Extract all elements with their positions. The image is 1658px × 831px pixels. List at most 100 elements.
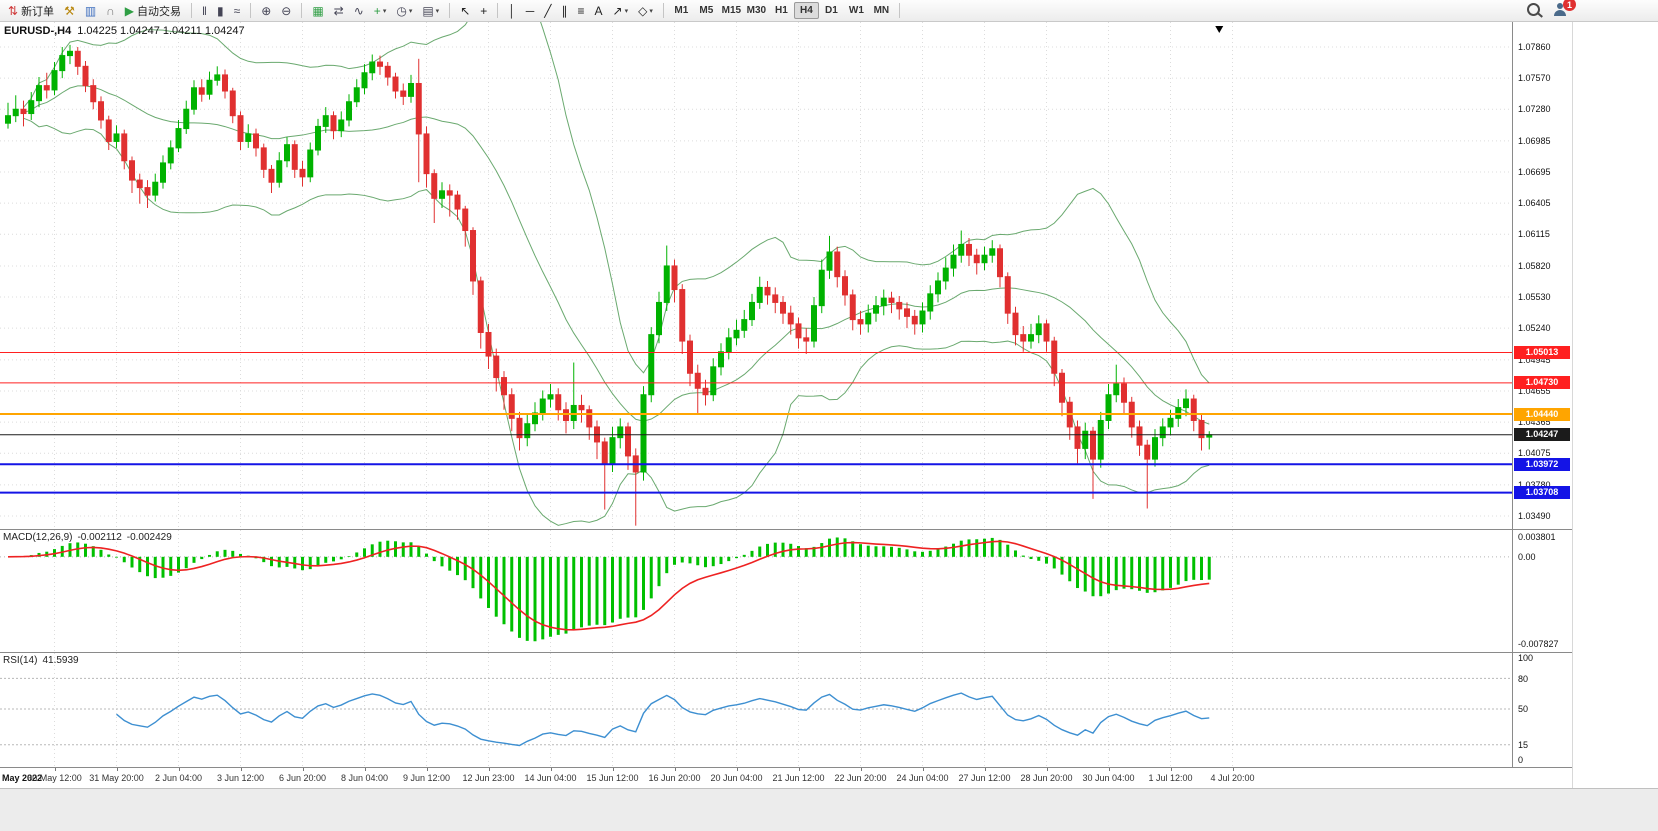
- main-toolbar: 1 ⇅ 新订单 ⚒ ▥ ∩ ▶ 自动交易 ‖ ▮ ≈ ⊕ ⊖ ▦ ⇄ ∿ + ▾ ◷ ▾ ▤ ▾ ↖ + │ ─ ╱ ∥ ≡ A ↗ ▾ ◇ ▾…: [0, 0, 1658, 22]
- vertical-line-icon: │: [508, 3, 516, 18]
- arrows-tool-icon[interactable]: ↗ ▾: [609, 2, 633, 20]
- horizontal-level-lines: [0, 352, 1512, 494]
- timeframe-button-h4[interactable]: H4: [793, 2, 819, 19]
- macd-axis-label: 0.00: [1518, 552, 1536, 563]
- notification-badge[interactable]: 1: [1563, 0, 1576, 11]
- text-tool-icon: A: [594, 3, 603, 18]
- add-indicator-icon[interactable]: + ▾: [370, 2, 391, 20]
- timeframe-button-m30[interactable]: M30: [746, 5, 767, 16]
- dropdown-caret-icon[interactable]: ▾: [624, 7, 629, 15]
- time-axis-label: 3 Jun 12:00: [216, 773, 265, 784]
- rsi-axis[interactable]: 100 80 50 15 0: [1512, 653, 1572, 768]
- time-axis-label: 22 Jun 20:00: [834, 773, 887, 784]
- add-indicator-icon: +: [373, 3, 381, 18]
- voice-assistant-icon[interactable]: ∩: [102, 2, 119, 20]
- time-axis-tick: [178, 768, 180, 772]
- time-axis-label: 2 Jun 04:00: [154, 773, 203, 784]
- time-axis-label: 16 Jun 20:00: [648, 773, 701, 784]
- user-icon: [1554, 3, 1566, 16]
- macd-plot[interactable]: MACD(12,26,9) -0.002112 -0.002429: [0, 530, 1512, 653]
- crosshair-icon[interactable]: +: [476, 2, 491, 20]
- toolbar-separator: [301, 3, 303, 18]
- grid-lines: [0, 22, 1512, 530]
- time-axis-tick: [1046, 768, 1048, 772]
- time-axis-label: 30 Jun 04:00: [1082, 773, 1135, 784]
- search-lens-icon: [1527, 3, 1540, 16]
- channel-icon[interactable]: ∥: [558, 2, 572, 20]
- dropdown-caret-icon[interactable]: ▾: [435, 7, 440, 15]
- expert-advisors-icon[interactable]: ⚒: [60, 2, 79, 20]
- macd-main-value: -0.002112: [77, 532, 122, 544]
- timeframe-button-w1[interactable]: W1: [848, 5, 864, 16]
- right-empty-strip: [1572, 22, 1658, 788]
- time-axis-tick: [54, 768, 56, 772]
- rsi-chart-canvas[interactable]: [0, 653, 1512, 768]
- price-axis[interactable]: 1.07860 1.07570 1.07280 1.06985 1.06695 1.064…: [1512, 22, 1572, 530]
- zoom-in-icon[interactable]: ⊕: [257, 2, 275, 20]
- candlestick-chart-icon[interactable]: ▮: [213, 2, 228, 20]
- indicators-icon[interactable]: ∿: [350, 2, 368, 20]
- price-plot[interactable]: EURUSD-,H4 1.04225 1.04247 1.04211 1.0424…: [0, 22, 1512, 530]
- time-axis-tick: [1170, 768, 1172, 772]
- tile-windows-icon[interactable]: ▦: [308, 2, 327, 20]
- vertical-line-icon[interactable]: │: [504, 2, 520, 20]
- chart-shift-icon[interactable]: ⇄: [330, 2, 348, 20]
- price-axis-label: 1.05530: [1518, 292, 1551, 303]
- text-tool-icon[interactable]: A: [591, 2, 607, 20]
- search-icon[interactable]: [1527, 3, 1540, 21]
- price-axis-label: 1.07280: [1518, 104, 1551, 115]
- cursor-icon[interactable]: ↖: [456, 2, 474, 20]
- timeframe-button-m5[interactable]: M5: [699, 5, 714, 16]
- chart-shift-icon: ⇄: [333, 3, 344, 18]
- horizontal-line-icon[interactable]: ─: [522, 2, 539, 20]
- line-chart-icon[interactable]: ≈: [230, 2, 245, 20]
- community-account-button[interactable]: 1: [1554, 0, 1576, 21]
- bar-chart-icon[interactable]: ‖: [198, 2, 211, 20]
- timeframe-button-h1[interactable]: H1: [774, 5, 788, 16]
- timeframe-button-d1[interactable]: D1: [824, 5, 838, 16]
- rsi-plot[interactable]: RSI(14) 41.5939: [0, 653, 1512, 768]
- new-order-button[interactable]: ⇅ 新订单: [4, 2, 58, 20]
- timeframe-button-mn[interactable]: MN: [873, 5, 890, 16]
- time-axis-tick: [674, 768, 676, 772]
- template-icon: ▤: [422, 3, 434, 18]
- macd-histogram: [14, 537, 1211, 642]
- dropdown-caret-icon[interactable]: ▾: [408, 7, 413, 15]
- time-axis-tick: [488, 768, 490, 772]
- period-icon[interactable]: ◷ ▾: [392, 2, 416, 20]
- dropdown-caret-icon[interactable]: ▾: [649, 7, 653, 15]
- chart-window-icon[interactable]: ▥: [81, 2, 100, 20]
- zoom-out-icon: ⊖: [281, 3, 292, 18]
- time-axis-label: 14 Jun 04:00: [524, 773, 577, 784]
- macd-chart-canvas[interactable]: [0, 530, 1512, 653]
- timeframe-button-m15[interactable]: M15: [721, 5, 742, 16]
- period-icon: ◷: [396, 3, 407, 18]
- price-chart-canvas[interactable]: [0, 22, 1512, 530]
- rsi-panel: RSI(14) 41.5939 100 80 50 15 0: [0, 652, 1572, 768]
- macd-axis[interactable]: 0.003801 0.00 -0.007827: [1512, 530, 1572, 653]
- price-axis-label: 1.06115: [1518, 229, 1550, 240]
- auto-trading-button: ▶: [124, 3, 135, 18]
- price-axis-label: 1.05820: [1518, 260, 1551, 271]
- new-order-button: ⇅: [8, 3, 19, 18]
- time-axis-label: 28 Jun 20:00: [1020, 773, 1073, 784]
- chart-area: EURUSD-,H4 1.04225 1.04247 1.04211 1.0424…: [0, 22, 1572, 788]
- shapes-tool-icon[interactable]: ◇ ▾: [634, 2, 657, 20]
- zoom-in-icon: ⊕: [261, 3, 272, 18]
- price-axis-label: 1.04655: [1518, 385, 1551, 396]
- dropdown-caret-icon[interactable]: ▾: [382, 7, 387, 15]
- timeframe-button-m1[interactable]: M1: [674, 5, 689, 16]
- time-axis-tick: [922, 768, 924, 772]
- fibonacci-icon[interactable]: ≡: [574, 2, 589, 20]
- rsi-axis-label: 0: [1518, 755, 1524, 766]
- template-icon[interactable]: ▤ ▾: [418, 2, 443, 20]
- time-axis-tick: [860, 768, 862, 772]
- trendline-icon[interactable]: ╱: [540, 2, 555, 20]
- auto-trading-button[interactable]: ▶ 自动交易: [121, 2, 185, 20]
- rsi-axis-label: 50: [1518, 704, 1529, 715]
- zoom-out-icon[interactable]: ⊖: [277, 2, 295, 20]
- time-axis[interactable]: May 2022 30 May 12:00 31 May 20:00 2 Jun 04…: [0, 767, 1572, 788]
- channel-icon: ∥: [561, 3, 568, 18]
- time-axis-tick: [364, 768, 366, 772]
